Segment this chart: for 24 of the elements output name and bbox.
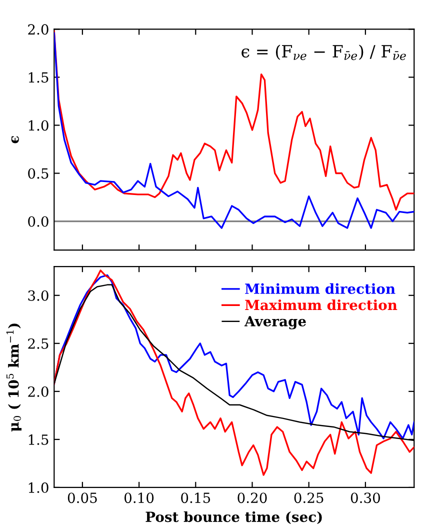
- line-series: [54, 270, 414, 476]
- x-tick-label: 0.10: [124, 492, 154, 504]
- annotation: ϵ = (F$_{νe}$ − F$_{ν̄e}$) / F$_{ν̄e}$: [242, 44, 406, 60]
- y-tick-label: 2.5: [28, 338, 48, 349]
- y-tick-label: 1.5: [28, 72, 48, 83]
- y-axis-title: ϵ: [11, 136, 19, 144]
- y-tick-label: 2.0: [28, 24, 48, 35]
- y-tick-label: 0.5: [28, 168, 48, 179]
- x-tick-label: 0.25: [294, 492, 324, 504]
- y-tick-label: 1.0: [28, 120, 48, 131]
- x-tick-label: 0.05: [68, 492, 97, 504]
- y-tick-label: 1.5: [28, 434, 48, 445]
- x-axis-title: Post bounce time (sec): [146, 511, 322, 524]
- y-tick-label: 0.0: [28, 216, 48, 227]
- x-tick-label: 0.30: [350, 492, 380, 504]
- y-axis-title: μ$_{0}$ ( 10$^{5}$ km$^{−1}$): [6, 324, 22, 432]
- y-tick-label: 2.0: [28, 386, 48, 397]
- legend-label: Minimum direction: [245, 283, 396, 294]
- x-tick-label: 0.20: [238, 492, 267, 504]
- legend-label: Maximum direction: [245, 299, 398, 310]
- y-tick-label: 1.0: [28, 482, 48, 493]
- y-tick-label: 3.0: [28, 290, 48, 301]
- x-tick-label: 0.15: [181, 492, 210, 504]
- legend-label: Average: [244, 316, 306, 330]
